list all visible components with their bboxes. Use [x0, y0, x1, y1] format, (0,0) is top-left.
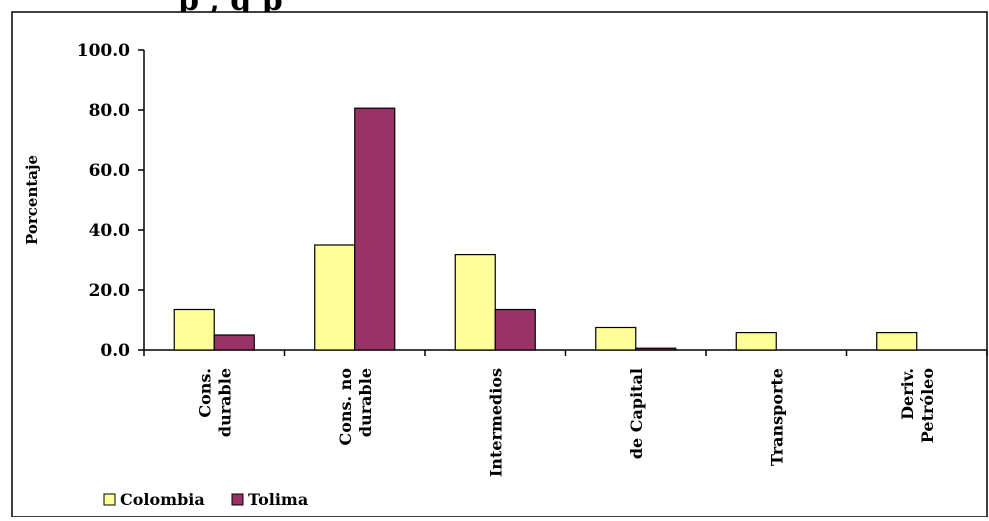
- y-tick-label: 60.0: [89, 161, 131, 181]
- x-tick-label-line: Deriv.: [898, 368, 917, 420]
- bar-colombia-4: [735, 332, 777, 351]
- y-tick-label: 80.0: [89, 101, 131, 121]
- bar-tolima-0: [213, 334, 255, 351]
- x-tick-label-line: Cons. no: [336, 368, 355, 446]
- x-tick-label-line: Transporte: [767, 368, 786, 466]
- x-tick-label-3: de Capital: [627, 368, 646, 459]
- bar-colombia-5: [876, 332, 918, 351]
- y-tick-label: 100.0: [77, 41, 130, 61]
- y-tick-label: 0.0: [100, 341, 130, 361]
- legend-swatch-tolima: [231, 493, 244, 506]
- x-tick-label-0: Cons. durable: [195, 368, 234, 437]
- chart-frame: [11, 11, 988, 518]
- x-tick-label-line: Intermedios: [486, 368, 505, 477]
- bar-colombia-2: [454, 254, 496, 351]
- x-tick-label-5: Deriv. Petróleo: [898, 368, 937, 444]
- x-tick-label-line: durable: [215, 368, 234, 437]
- bar-tolima-1: [354, 107, 396, 351]
- legend-swatch-colombia: [103, 493, 116, 506]
- x-tick-label-line: Petróleo: [918, 368, 937, 444]
- legend-label-tolima: Tolima: [248, 490, 308, 509]
- x-tick-label-2: Intermedios: [486, 368, 505, 477]
- x-tick-label-line: durable: [356, 368, 375, 437]
- x-tick-label-4: Transporte: [767, 368, 786, 466]
- bar-tolima-3: [635, 347, 677, 351]
- x-tick-label-1: Cons. no durable: [336, 368, 375, 446]
- y-tick-label: 40.0: [89, 221, 131, 241]
- x-tick-label-line: Cons.: [195, 368, 214, 418]
- y-axis-title: Porcentaje: [23, 155, 41, 245]
- legend-label-colombia: Colombia: [120, 490, 205, 509]
- bar-colombia-1: [314, 244, 356, 351]
- y-tick-label: 20.0: [89, 281, 131, 301]
- bar-colombia-0: [173, 308, 215, 351]
- x-tick-label-line: de Capital: [627, 368, 646, 459]
- bar-colombia-3: [595, 326, 637, 351]
- bar-tolima-2: [494, 308, 536, 351]
